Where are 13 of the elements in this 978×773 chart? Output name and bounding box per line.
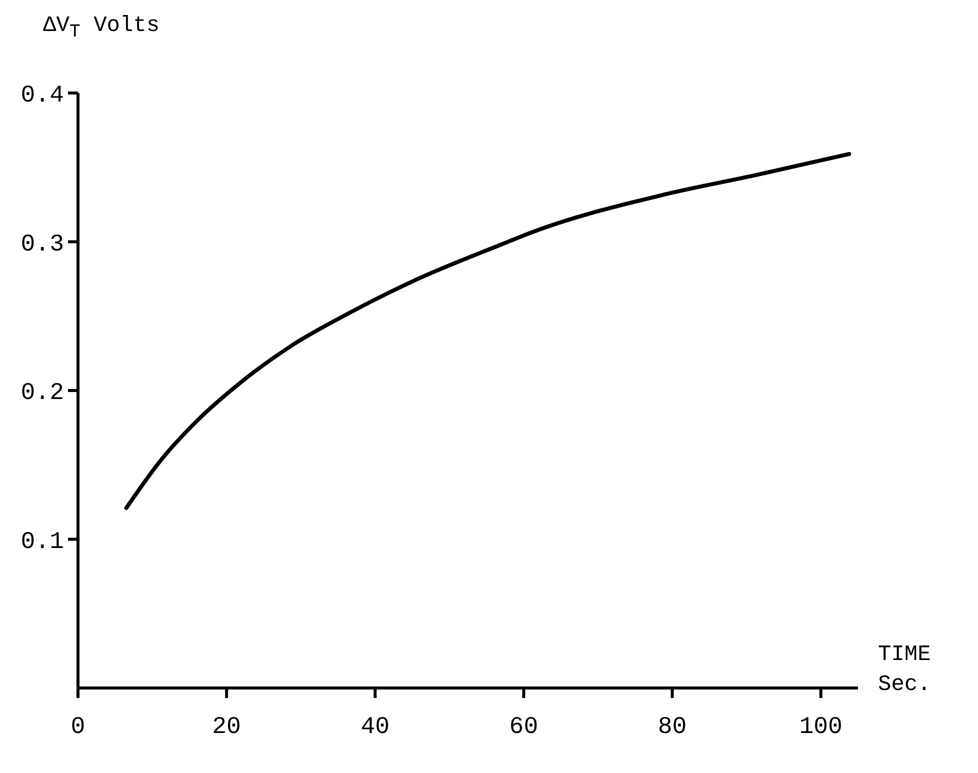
- x-tick-label: 40: [360, 714, 390, 742]
- line-series: [124, 152, 852, 510]
- x-tick-label: 20: [212, 714, 241, 742]
- y-tick-label: 0.1: [20, 528, 64, 556]
- x-axis-title: TIME Sec.: [878, 641, 931, 699]
- y-tick-label: 0.3: [20, 231, 64, 258]
- x-tick-label: 100: [799, 714, 842, 742]
- y-axis-title: ΔV$_{T}$ Volts: [43, 13, 160, 42]
- y-tick-label: 0.2: [20, 380, 64, 408]
- y-tick-label: 0.4: [20, 82, 64, 110]
- x-tick-label: 60: [509, 714, 538, 742]
- x-tick-label: 0: [70, 714, 86, 742]
- x-tick-label: 80: [658, 714, 687, 742]
